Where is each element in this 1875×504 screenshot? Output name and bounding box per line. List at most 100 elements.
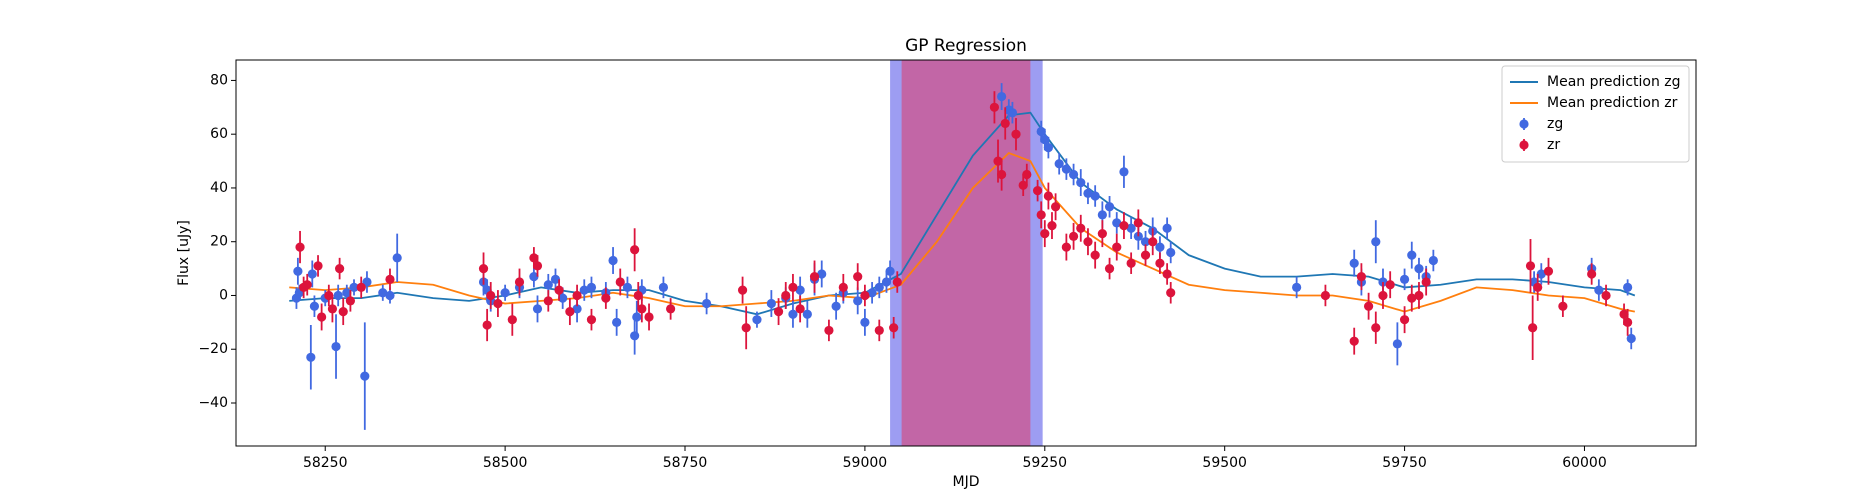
- data-point: [392, 253, 402, 263]
- data-point: [1090, 191, 1100, 201]
- data-point: [885, 266, 895, 276]
- data-point: [579, 285, 589, 295]
- mean-line: [289, 111, 1636, 316]
- data-point: [781, 290, 791, 301]
- data-point: [997, 169, 1007, 180]
- x-tick-label: 58500: [483, 455, 528, 471]
- data-point: [860, 290, 870, 301]
- data-point: [1040, 229, 1050, 239]
- data-point: [795, 285, 805, 295]
- data-point: [867, 288, 877, 298]
- y-axis-label: Flux [uJy]: [176, 220, 192, 286]
- legend-box: [1501, 65, 1690, 163]
- data-point: [1083, 237, 1093, 247]
- y-tick-label: −20: [198, 341, 228, 357]
- data-point: [327, 304, 338, 314]
- data-point: [532, 304, 543, 314]
- data-point: [338, 306, 348, 317]
- data-point: [853, 296, 863, 306]
- data-point: [507, 315, 517, 325]
- data-point: [333, 290, 343, 301]
- data-point: [1140, 250, 1151, 260]
- data-point: [766, 298, 776, 309]
- data-point: [889, 323, 899, 333]
- data-point: [1119, 220, 1129, 231]
- data-point: [1407, 250, 1417, 260]
- data-point: [1525, 261, 1536, 271]
- data-point: [543, 280, 553, 290]
- data-point: [514, 277, 525, 287]
- data-point: [1112, 242, 1122, 252]
- data-point: [788, 309, 798, 319]
- data-point: [342, 288, 352, 298]
- data-point: [1166, 247, 1176, 258]
- data-point: [1528, 323, 1538, 333]
- data-point: [737, 285, 748, 295]
- data-point: [1140, 237, 1151, 247]
- data-point: [360, 371, 370, 381]
- y-tick-label: 40: [210, 180, 228, 196]
- data-point: [478, 263, 489, 274]
- data-point: [1155, 258, 1165, 268]
- data-point: [324, 290, 334, 301]
- data-point: [1399, 274, 1410, 284]
- legend-label: Mean prediction zr: [1547, 95, 1678, 111]
- x-tick-label: 58250: [303, 455, 348, 471]
- data-point: [1054, 159, 1064, 169]
- data-point: [1349, 336, 1359, 346]
- data-point: [532, 261, 543, 271]
- data-point: [362, 277, 372, 287]
- data-point: [1601, 290, 1611, 301]
- data-point: [1356, 272, 1367, 282]
- data-point: [1061, 164, 1071, 174]
- data-point: [874, 325, 884, 336]
- y-tick-label: 0: [219, 287, 228, 303]
- y-tick-label: 20: [210, 234, 228, 250]
- data-point: [892, 277, 902, 287]
- data-point: [1292, 282, 1302, 293]
- data-point: [335, 263, 345, 274]
- data-point: [881, 277, 892, 287]
- data-point: [558, 293, 568, 303]
- data-point: [601, 293, 611, 303]
- data-point: [1414, 263, 1424, 274]
- data-point: [1371, 237, 1381, 247]
- x-tick-label: 59750: [1382, 455, 1427, 471]
- data-point: [630, 245, 640, 255]
- data-point: [331, 341, 341, 352]
- data-point: [831, 301, 841, 311]
- data-point: [586, 282, 597, 293]
- x-tick-label: 59250: [1023, 455, 1068, 471]
- data-point: [1162, 269, 1172, 279]
- x-tick-label: 58750: [663, 455, 708, 471]
- y-tick-label: 60: [210, 126, 228, 142]
- data-point: [752, 315, 762, 325]
- data-point: [997, 91, 1007, 102]
- data-point: [529, 272, 539, 282]
- data-point: [1162, 223, 1172, 233]
- data-point: [1619, 309, 1629, 319]
- data-point: [788, 282, 798, 293]
- data-point: [1126, 258, 1136, 268]
- data-point: [666, 304, 676, 314]
- data-point: [486, 290, 496, 301]
- x-tick-label: 60000: [1562, 455, 1607, 471]
- data-point: [1407, 293, 1417, 303]
- data-point: [612, 317, 622, 327]
- data-point: [306, 352, 316, 362]
- data-point: [1104, 263, 1115, 274]
- data-point: [1349, 258, 1359, 268]
- data-point: [1385, 280, 1395, 290]
- data-point: [482, 320, 492, 330]
- data-point: [993, 156, 1003, 166]
- data-point: [795, 304, 805, 314]
- data-point: [1068, 169, 1079, 180]
- data-point: [615, 277, 625, 287]
- legend-swatch: [1519, 119, 1529, 129]
- data-point: [1068, 231, 1079, 241]
- data-point: [345, 296, 356, 306]
- data-point: [309, 301, 320, 311]
- data-point: [1011, 129, 1021, 139]
- data-point: [349, 282, 359, 293]
